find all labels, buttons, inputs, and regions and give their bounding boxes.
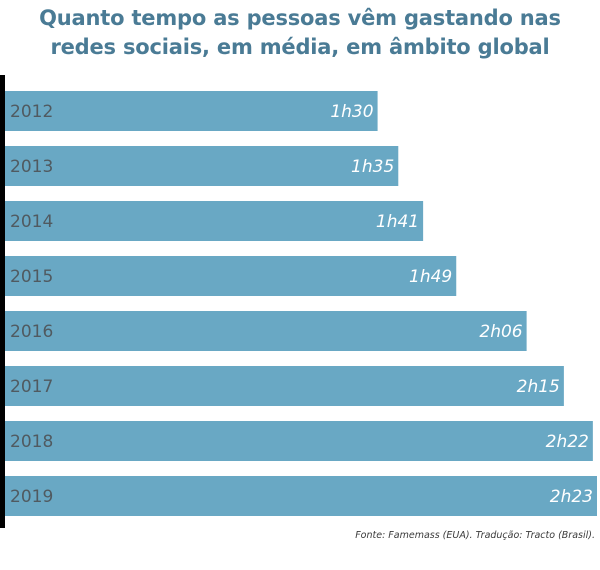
bar-group-2013: 2013 1h35 bbox=[5, 146, 399, 186]
category-label-2018: 2018 bbox=[10, 432, 53, 452]
category-label-2015: 2015 bbox=[10, 267, 53, 287]
category-label-2014: 2014 bbox=[10, 212, 53, 232]
chart-title-line-2: redes sociais, em média, em âmbito globa… bbox=[50, 35, 550, 59]
category-label-2016: 2016 bbox=[10, 322, 53, 342]
bar-2014 bbox=[5, 201, 424, 241]
bar-group-2018: 2018 2h22 bbox=[5, 421, 593, 461]
category-label-2017: 2017 bbox=[10, 377, 53, 397]
chart-title: Quanto tempo as pessoas vêm gastando nas… bbox=[0, 4, 600, 62]
y-axis-line bbox=[0, 75, 5, 528]
data-label-2013: 1h35 bbox=[351, 157, 394, 177]
bar-group-2017: 2017 2h15 bbox=[5, 366, 564, 406]
bar-2012 bbox=[5, 91, 378, 131]
bar-2017 bbox=[5, 366, 564, 406]
bar-group-2015: 2015 1h49 bbox=[5, 256, 457, 296]
data-label-2019: 2h23 bbox=[550, 487, 593, 507]
data-label-2014: 1h41 bbox=[376, 212, 419, 232]
bar-2019 bbox=[5, 476, 597, 516]
data-label-2016: 2h06 bbox=[479, 322, 522, 342]
data-label-2018: 2h22 bbox=[546, 432, 589, 452]
chart-title-line-1: Quanto tempo as pessoas vêm gastando nas bbox=[39, 6, 561, 30]
category-label-2013: 2013 bbox=[10, 157, 53, 177]
data-label-2012: 1h30 bbox=[330, 102, 373, 122]
bar-2016 bbox=[5, 311, 527, 351]
bar-group-2016: 2016 2h06 bbox=[5, 311, 527, 351]
bar-group-2014: 2014 1h41 bbox=[5, 201, 424, 241]
bar-group-2012: 2012 1h30 bbox=[5, 91, 378, 131]
bar-2018 bbox=[5, 421, 593, 461]
source-note: Fonte: Famemass (EUA). Tradução: Tracto … bbox=[355, 530, 595, 541]
data-label-2017: 2h15 bbox=[517, 377, 560, 397]
bar-2013 bbox=[5, 146, 399, 186]
data-label-2015: 1h49 bbox=[409, 267, 452, 287]
category-label-2019: 2019 bbox=[10, 487, 53, 507]
bar-group-2019: 2019 2h23 bbox=[5, 476, 597, 516]
category-label-2012: 2012 bbox=[10, 102, 53, 122]
bar-2015 bbox=[5, 256, 457, 296]
